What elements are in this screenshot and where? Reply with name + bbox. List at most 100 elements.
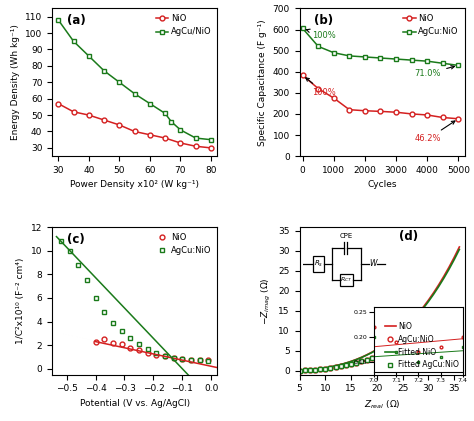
Fitted AgCu:NiO	[348, 362, 354, 367]
Text: 46.2%: 46.2%	[415, 121, 455, 143]
Line: NiO: NiO	[300, 73, 461, 121]
AgCu:NiO	[110, 320, 116, 325]
AgCu:NiO	[405, 337, 410, 342]
Fitted AgCu:NiO	[400, 340, 405, 345]
Fitted NiO	[328, 365, 333, 370]
AgCu:NiO	[456, 63, 461, 68]
AgCu:NiO	[67, 248, 73, 253]
NiO	[400, 328, 405, 333]
AgCu:NiO	[364, 357, 369, 362]
AgCu:NiO	[302, 368, 308, 373]
Line: NiO: NiO	[93, 337, 211, 363]
NiO	[333, 363, 338, 368]
AgCu:NiO	[440, 61, 446, 66]
Fitted NiO	[343, 361, 349, 366]
NiO	[193, 144, 199, 149]
AgCu/NiO	[86, 53, 91, 59]
Fitted NiO	[405, 323, 410, 328]
Fitted NiO	[338, 362, 344, 367]
NiO	[369, 350, 374, 355]
AgCu:NiO	[317, 367, 323, 372]
AgCu/NiO	[208, 137, 214, 142]
AgCu:NiO	[119, 328, 125, 333]
AgCu:NiO	[145, 346, 150, 351]
NiO	[119, 341, 125, 346]
Line: NiO: NiO	[56, 101, 213, 150]
AgCu/NiO	[147, 101, 153, 106]
AgCu:NiO	[128, 336, 133, 341]
NiO	[302, 368, 308, 373]
Fitted NiO	[436, 284, 442, 289]
Text: (d): (d)	[399, 230, 418, 243]
AgCu:NiO	[395, 344, 401, 349]
NiO	[300, 73, 306, 78]
AgCu/NiO	[162, 111, 168, 116]
Legend: NiO, AgCu/NiO: NiO, AgCu/NiO	[154, 13, 213, 38]
NiO	[297, 368, 302, 373]
NiO	[348, 359, 354, 364]
NiO	[410, 317, 416, 322]
NiO	[354, 357, 359, 362]
Fitted AgCu:NiO	[390, 346, 395, 351]
NiO	[446, 264, 452, 269]
NiO	[317, 366, 323, 371]
NiO	[456, 116, 461, 121]
AgCu:NiO	[162, 353, 168, 358]
NiO	[415, 311, 421, 316]
Fitted NiO	[384, 341, 390, 346]
NiO	[93, 339, 99, 344]
NiO	[171, 356, 176, 361]
NiO	[409, 112, 414, 117]
Fitted AgCu:NiO	[364, 357, 369, 362]
Text: (a): (a)	[67, 14, 86, 27]
NiO	[307, 367, 313, 372]
X-axis label: $Z_{real}$ (Ω): $Z_{real}$ (Ω)	[364, 399, 401, 411]
Fitted NiO	[297, 368, 302, 373]
NiO	[188, 357, 194, 362]
AgCu/NiO	[117, 80, 122, 85]
AgCu:NiO	[393, 56, 399, 61]
NiO	[384, 340, 390, 345]
Legend: NiO, AgCu:NiO: NiO, AgCu:NiO	[154, 231, 213, 257]
AgCu:NiO	[58, 239, 64, 244]
NiO	[343, 360, 349, 365]
Fitted AgCu:NiO	[405, 337, 410, 342]
Fitted NiO	[446, 266, 452, 272]
Fitted NiO	[379, 344, 385, 349]
X-axis label: Potential (V vs. Ag/AgCl): Potential (V vs. Ag/AgCl)	[80, 399, 190, 408]
AgCu:NiO	[171, 355, 176, 360]
Fitted NiO	[317, 366, 323, 371]
Fitted NiO	[364, 353, 369, 358]
AgCu:NiO	[136, 341, 142, 346]
AgCu:NiO	[424, 59, 430, 64]
Fitted NiO	[302, 368, 308, 373]
AgCu/NiO	[71, 39, 76, 44]
Y-axis label: $-Z_{imag}$ (Ω): $-Z_{imag}$ (Ω)	[260, 277, 273, 325]
Fitted AgCu:NiO	[322, 366, 328, 371]
NiO	[162, 136, 168, 141]
AgCu:NiO	[374, 354, 380, 359]
Fitted NiO	[307, 367, 313, 372]
Fitted AgCu:NiO	[338, 364, 344, 369]
Fitted NiO	[456, 247, 462, 252]
AgCu:NiO	[93, 296, 99, 301]
AgCu:NiO	[297, 368, 302, 373]
Fitted NiO	[354, 357, 359, 362]
AgCu:NiO	[343, 363, 349, 368]
NiO	[362, 108, 368, 113]
Line: NiO: NiO	[300, 247, 459, 370]
NiO	[208, 145, 214, 150]
NiO	[71, 109, 76, 115]
NiO	[117, 123, 122, 128]
AgCu:NiO	[410, 333, 416, 338]
Fitted NiO	[333, 363, 338, 368]
AgCu:NiO	[197, 357, 202, 362]
Fitted NiO	[395, 333, 401, 338]
Fitted NiO	[415, 312, 421, 317]
AgCu:NiO	[333, 365, 338, 370]
Fitted AgCu:NiO	[328, 365, 333, 370]
NiO	[424, 112, 430, 117]
NiO	[328, 364, 333, 369]
AgCu:NiO	[84, 277, 90, 282]
NiO	[86, 112, 91, 117]
